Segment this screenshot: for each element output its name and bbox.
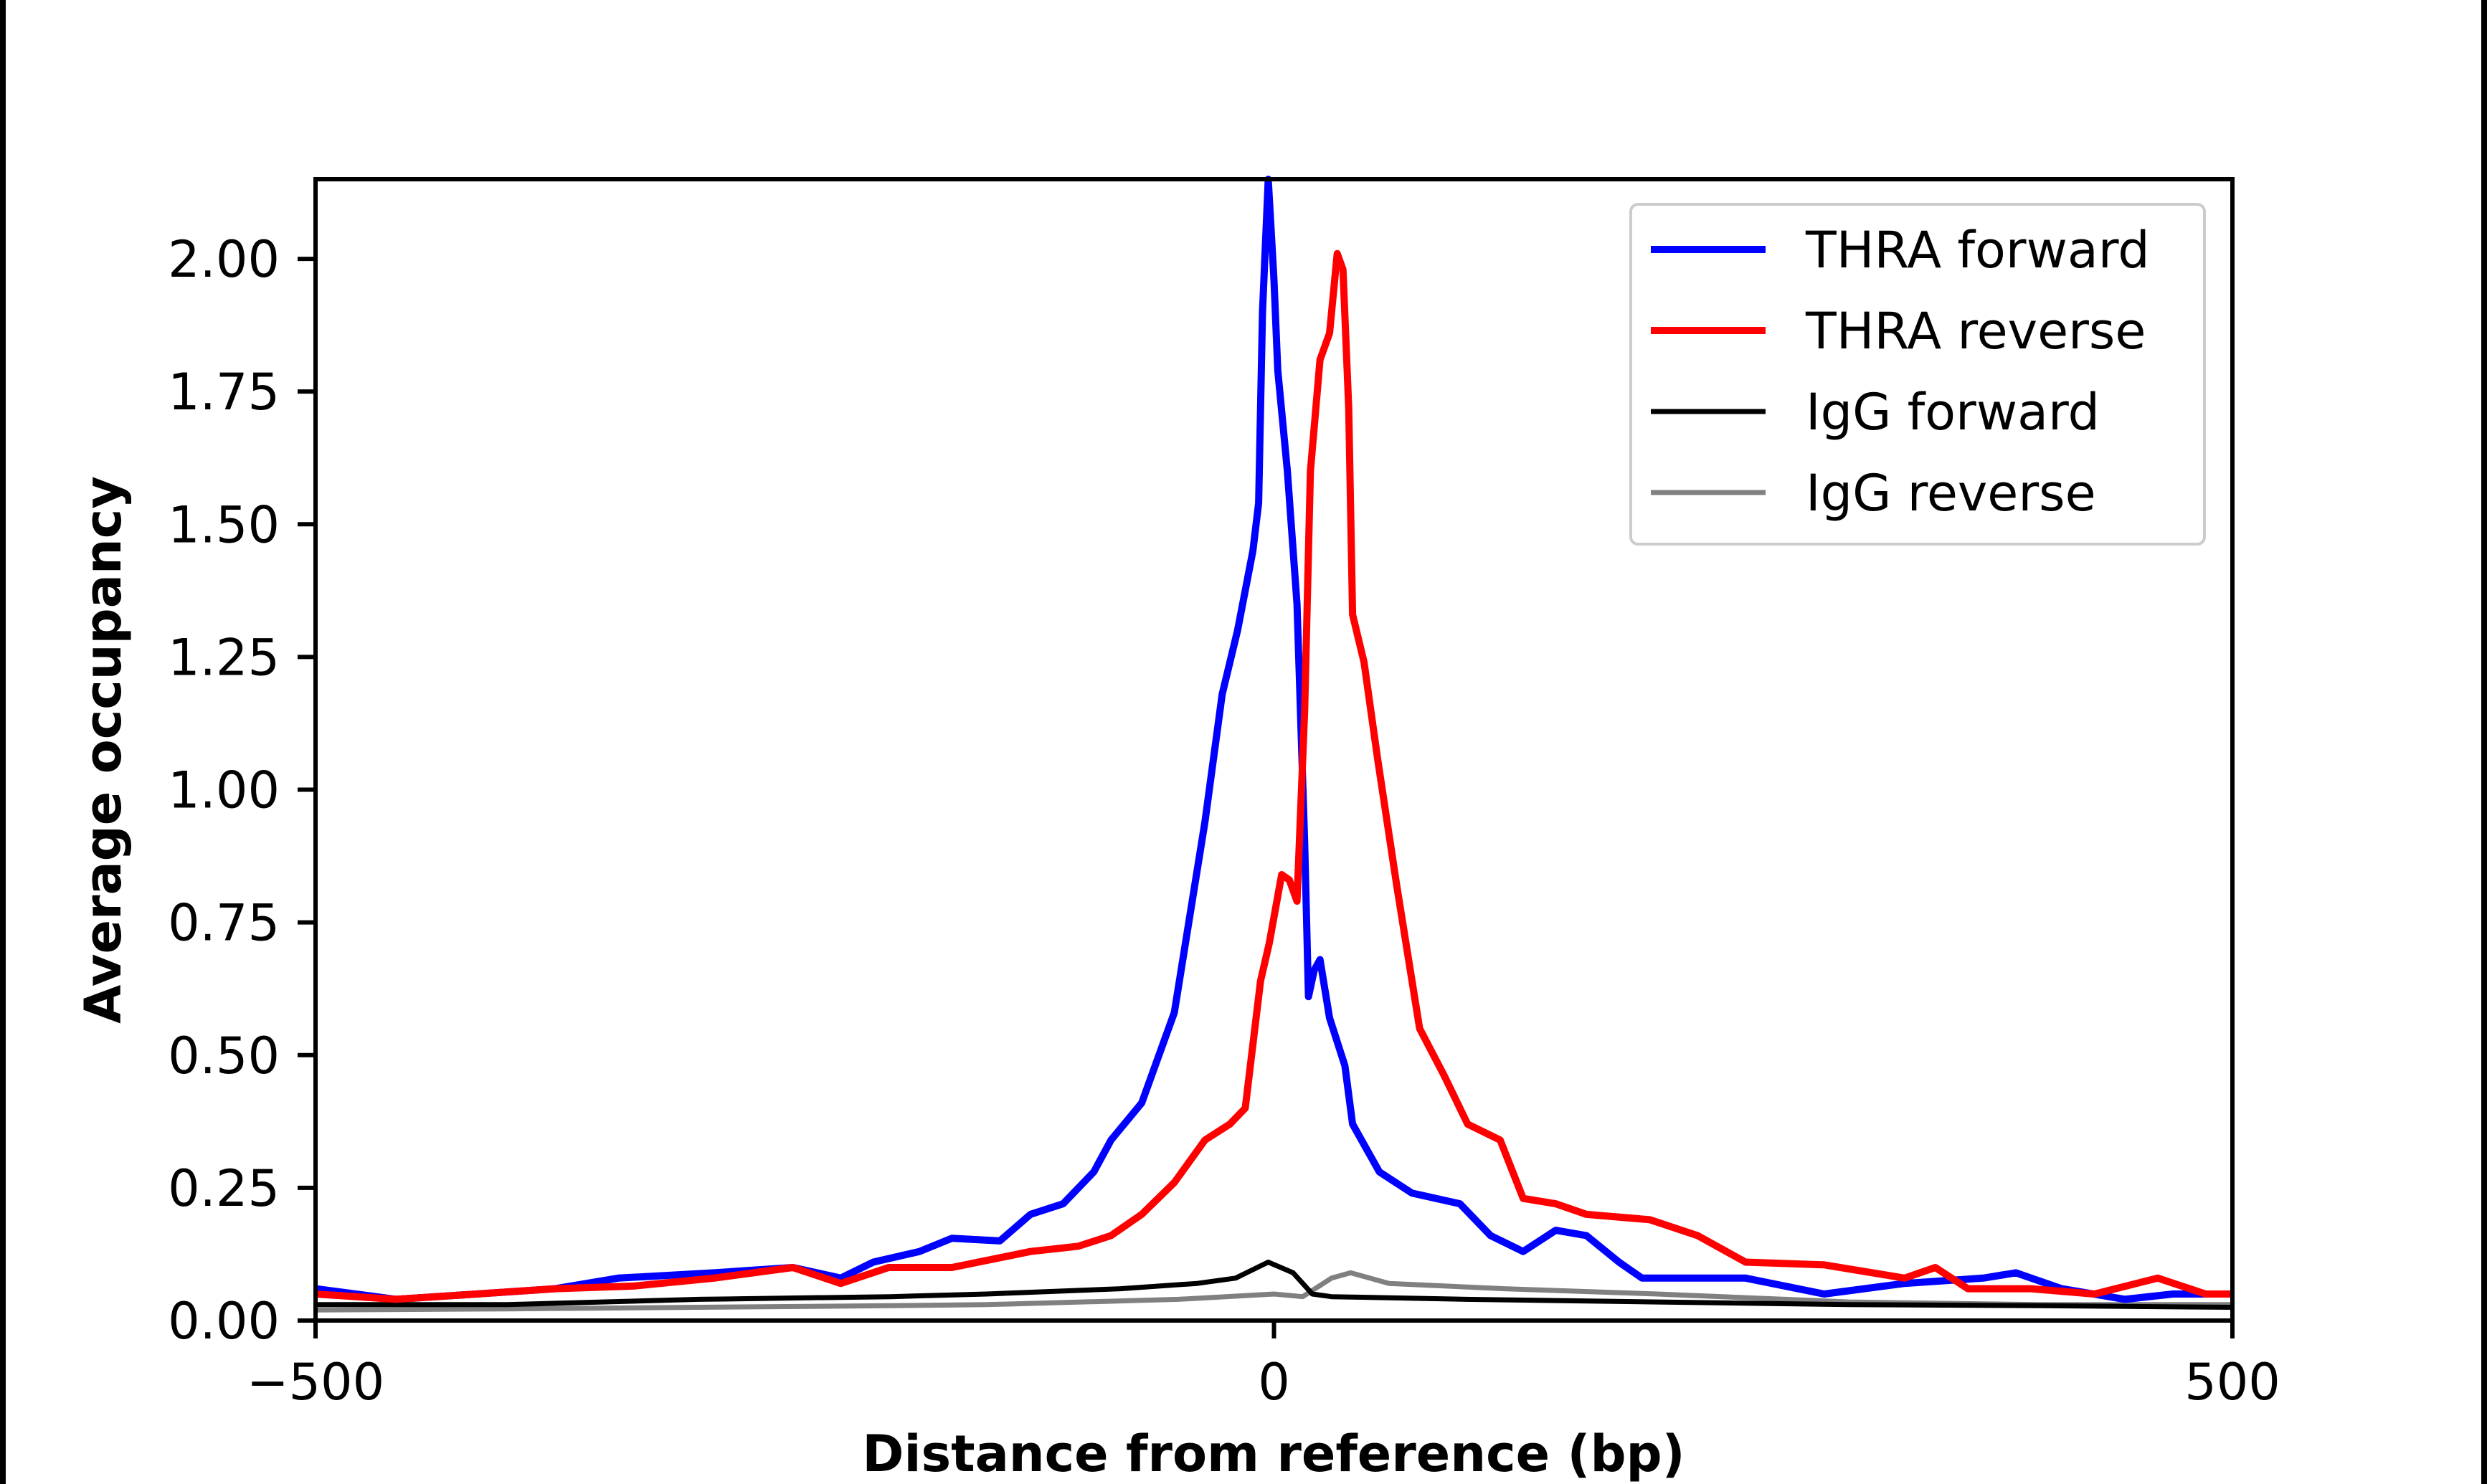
left-border [0, 0, 6, 1484]
ticks-layer: −500 0 500 0.00 0.25 0.50 0.75 1.00 1.25 1.50 1.75… [168, 230, 2280, 1412]
legend-item: THRA forward [1651, 221, 2150, 280]
series-line-thra-forward [315, 176, 2232, 1303]
series-line-igg-forward [316, 1260, 2233, 1310]
y-tick-label: 1.50 [168, 495, 280, 554]
legend-label: IgG forward [1806, 383, 2100, 442]
y-axis-label: Average occupancy [74, 476, 133, 1024]
legend-item: THRA reverse [1651, 302, 2146, 361]
y-tick-label: 0.00 [168, 1292, 280, 1351]
series-layer [315, 176, 2233, 1313]
legend: THRA forward THRA reverse IgG forward IgG r… [1629, 203, 2206, 546]
legend-item: IgG reverse [1651, 464, 2096, 523]
legend-label: THRA reverse [1805, 302, 2146, 361]
x-tick-label: −500 [247, 1353, 384, 1412]
x-tick-label: 500 [2184, 1353, 2280, 1412]
series-line-igg-reverse [315, 1270, 2232, 1313]
right-border [2481, 0, 2487, 1484]
legend-item: IgG forward [1651, 383, 2100, 442]
legend-label: THRA forward [1805, 221, 2150, 280]
y-tick-label: 0.25 [168, 1159, 280, 1218]
y-tick-label: 1.75 [168, 363, 280, 422]
x-tick-label: 0 [1258, 1353, 1290, 1412]
y-tick-label: 1.25 [168, 628, 280, 687]
y-tick-label: 2.00 [168, 230, 280, 289]
x-axis-label: Distance from reference (bp) [862, 1424, 1685, 1483]
series-line-thra-reverse [315, 249, 2232, 1303]
y-tick-label: 0.50 [168, 1027, 280, 1085]
legend-label: IgG reverse [1806, 464, 2096, 523]
y-tick-label: 0.75 [168, 894, 280, 953]
legend-box [1629, 203, 2206, 546]
y-tick-label: 1.00 [168, 761, 280, 820]
